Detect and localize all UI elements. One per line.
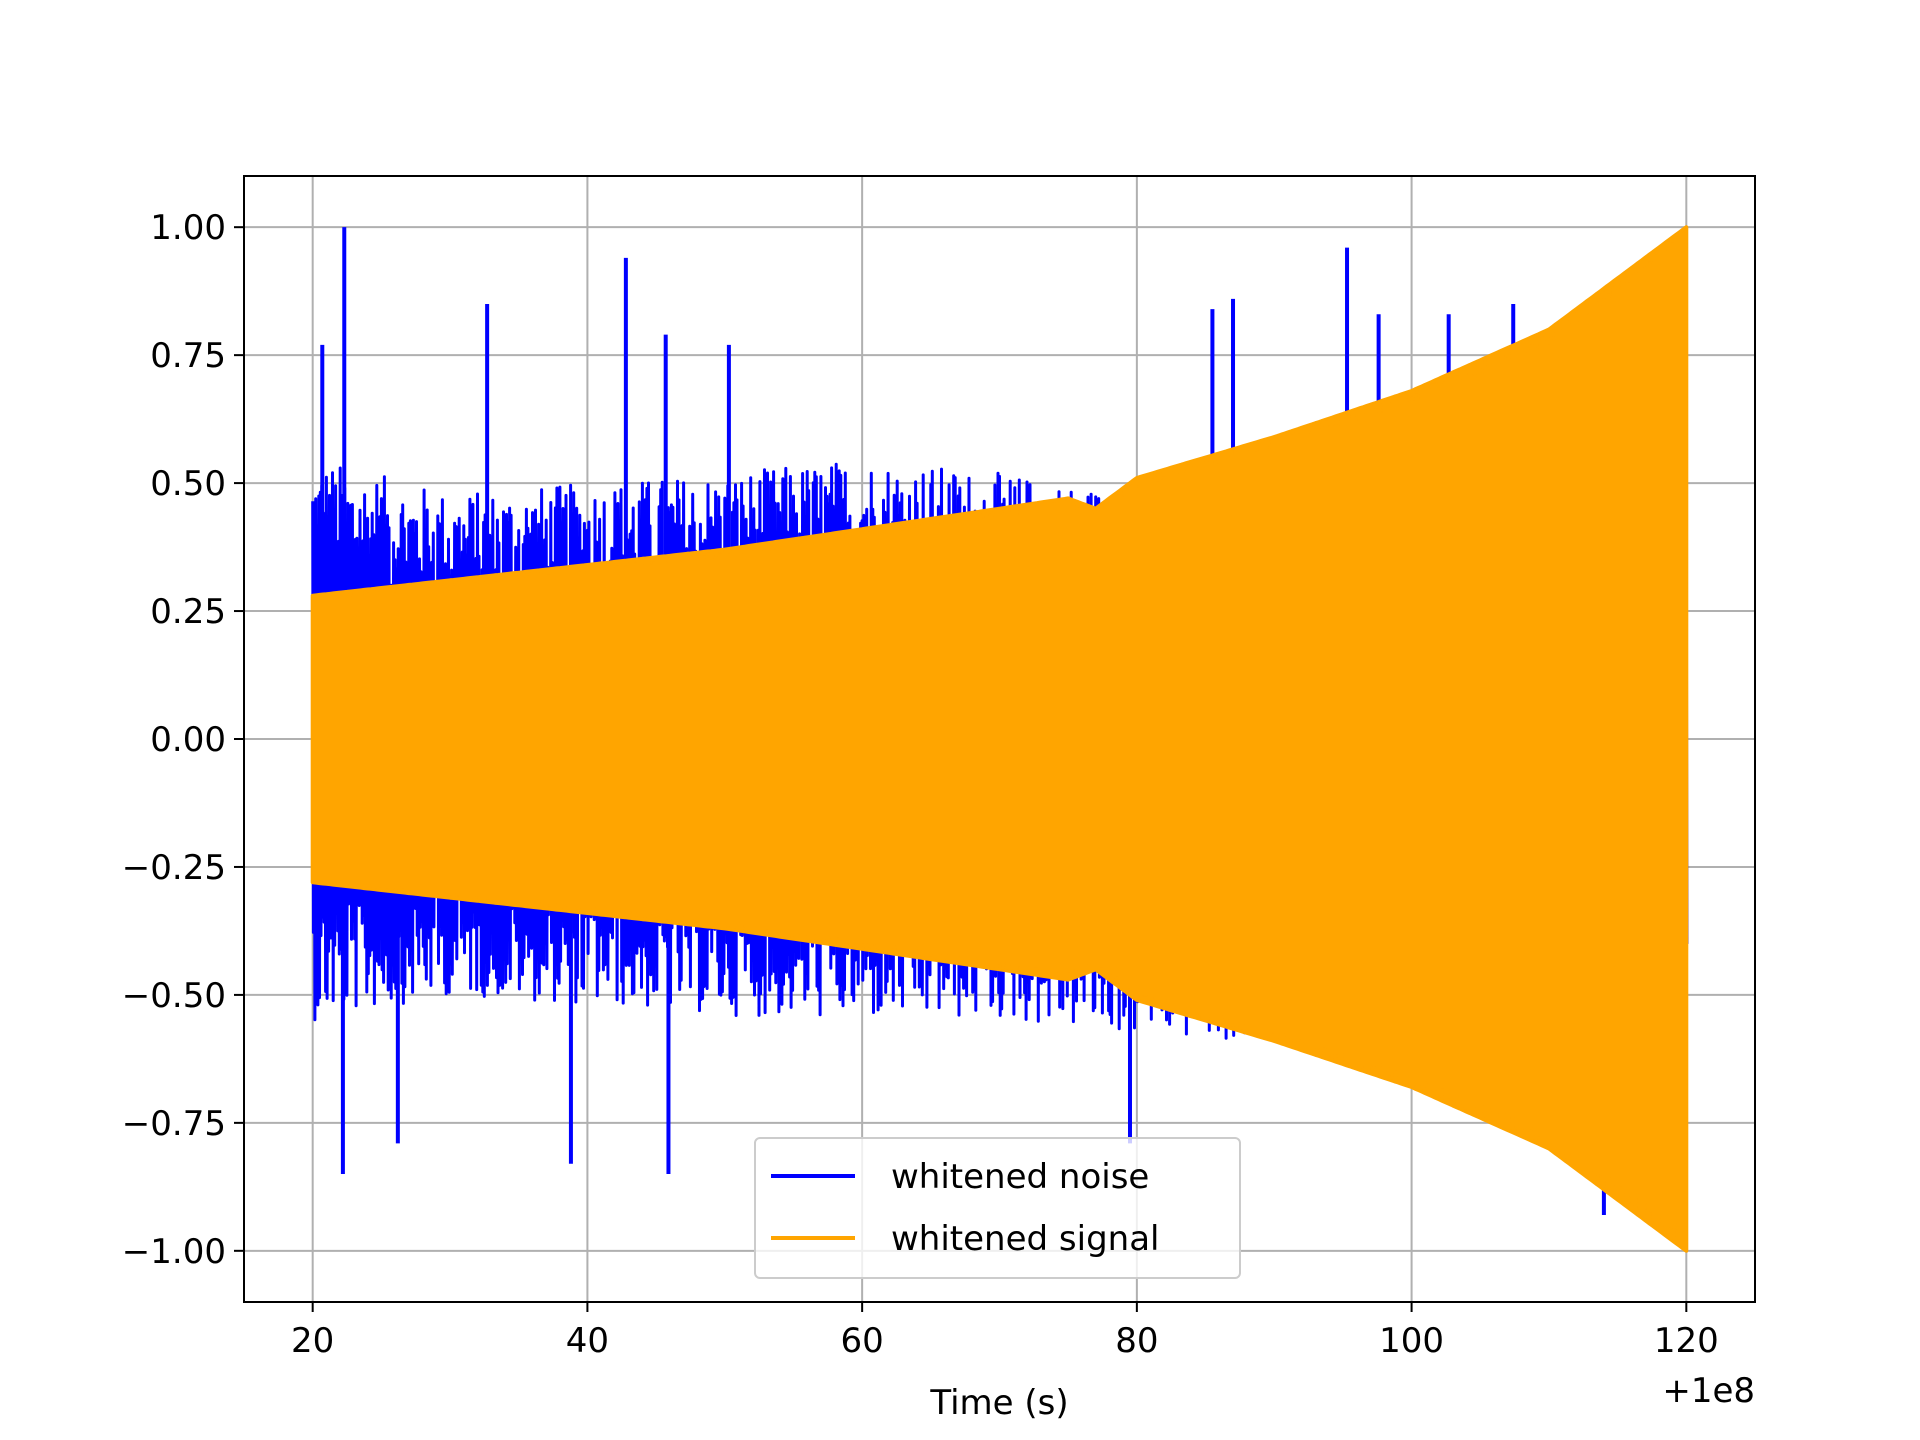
x-axis-ticks: 20 40 60 80 100 120 (291, 1302, 1719, 1361)
series-whitened-signal (310, 225, 1689, 1253)
legend-label-whitened-noise: whitened noise (891, 1157, 1149, 1197)
x-axis-label: Time (s) (929, 1383, 1068, 1423)
y-tick-label: −0.75 (122, 1104, 226, 1144)
legend: whitened noise whitened signal (754, 1137, 1241, 1279)
series-line-whitened-signal (311, 239, 1688, 1241)
y-tick-label: −0.50 (122, 976, 226, 1016)
x-tick-label: 40 (566, 1321, 609, 1361)
y-tick-label: −1.00 (122, 1232, 226, 1272)
x-tick-label: 80 (1115, 1321, 1158, 1361)
x-tick-label: 100 (1379, 1321, 1444, 1361)
legend-label-whitened-signal: whitened signal (891, 1219, 1159, 1259)
y-tick-label: −0.25 (122, 848, 226, 888)
y-tick-label: 0.75 (150, 336, 226, 376)
x-tick-label: 60 (841, 1321, 884, 1361)
legend-box (754, 1137, 1241, 1279)
x-tick-label: 120 (1654, 1321, 1719, 1361)
y-tick-label: 0.50 (150, 464, 226, 504)
y-tick-label: 0.00 (150, 720, 226, 760)
y-tick-label: 1.00 (150, 208, 226, 248)
y-tick-label: 0.25 (150, 592, 226, 632)
y-axis-ticks: −1.00 −0.75 −0.50 −0.25 0.00 0.25 0.50 0.75 1.00 (122, 208, 244, 1272)
x-tick-label: 20 (291, 1321, 334, 1361)
x-axis-offset-label: +1e8 (1662, 1371, 1755, 1411)
